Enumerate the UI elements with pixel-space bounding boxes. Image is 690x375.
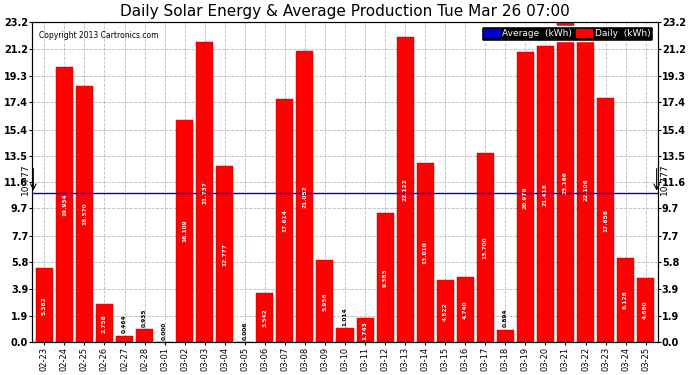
Text: 10.777: 10.777	[660, 164, 669, 195]
Text: Copyright 2013 Cartronics.com: Copyright 2013 Cartronics.com	[39, 32, 158, 40]
Text: 4.740: 4.740	[463, 300, 468, 319]
Text: 22.106: 22.106	[583, 178, 588, 201]
Bar	[597, 98, 614, 342]
Bar	[76, 86, 93, 342]
Bar	[297, 51, 313, 342]
Bar	[357, 318, 373, 342]
Bar	[637, 278, 654, 342]
Text: 4.522: 4.522	[443, 302, 448, 321]
Title: Daily Solar Energy & Average Production Tue Mar 26 07:00: Daily Solar Energy & Average Production …	[120, 4, 570, 19]
Text: 3.542: 3.542	[262, 309, 267, 327]
Text: 10.777: 10.777	[21, 164, 30, 195]
Bar	[56, 67, 73, 342]
Bar	[417, 163, 434, 342]
Bar	[337, 328, 353, 342]
Bar	[196, 42, 213, 342]
Text: 17.658: 17.658	[603, 209, 608, 232]
Bar	[457, 277, 474, 342]
Text: 23.166: 23.166	[563, 171, 568, 194]
Bar	[96, 304, 113, 342]
Text: 13.700: 13.700	[483, 236, 488, 259]
Text: 21.737: 21.737	[202, 181, 207, 204]
Text: 0.935: 0.935	[142, 308, 147, 327]
Bar	[537, 46, 554, 342]
Bar	[397, 37, 413, 342]
Bar	[216, 166, 233, 342]
Text: 4.680: 4.680	[643, 301, 648, 320]
Text: 12.777: 12.777	[222, 243, 227, 266]
Text: 9.383: 9.383	[382, 268, 388, 287]
Text: 21.418: 21.418	[543, 183, 548, 206]
Text: 13.010: 13.010	[423, 241, 428, 264]
Text: 16.109: 16.109	[182, 220, 187, 242]
Bar	[317, 260, 333, 342]
Bar	[116, 336, 133, 342]
Text: 19.934: 19.934	[62, 194, 67, 216]
Text: 18.570: 18.570	[82, 203, 87, 225]
Text: 0.464: 0.464	[122, 315, 127, 333]
Text: 0.000: 0.000	[162, 322, 167, 340]
Text: 20.978: 20.978	[523, 186, 528, 209]
Text: 6.128: 6.128	[623, 291, 628, 309]
Text: 1.014: 1.014	[342, 307, 348, 326]
Bar	[437, 280, 454, 342]
Text: 5.956: 5.956	[322, 292, 328, 310]
Bar	[517, 53, 534, 342]
Bar	[36, 268, 53, 342]
Text: 2.758: 2.758	[102, 314, 107, 333]
Text: 21.052: 21.052	[302, 186, 308, 208]
Bar	[176, 120, 193, 342]
Bar	[577, 37, 594, 342]
Bar	[256, 294, 273, 342]
Bar	[557, 22, 574, 342]
Bar	[377, 213, 393, 342]
Bar	[497, 330, 514, 342]
Text: 0.894: 0.894	[503, 309, 508, 327]
Text: 17.614: 17.614	[282, 209, 287, 232]
Bar	[277, 99, 293, 342]
Text: 22.122: 22.122	[403, 178, 408, 201]
Legend: Average  (kWh), Daily  (kWh): Average (kWh), Daily (kWh)	[481, 26, 653, 40]
Bar	[477, 153, 494, 342]
Text: 1.743: 1.743	[362, 321, 368, 340]
Text: 5.362: 5.362	[42, 296, 47, 315]
Bar	[136, 330, 153, 342]
Text: 0.006: 0.006	[242, 321, 247, 340]
Bar	[617, 258, 634, 342]
